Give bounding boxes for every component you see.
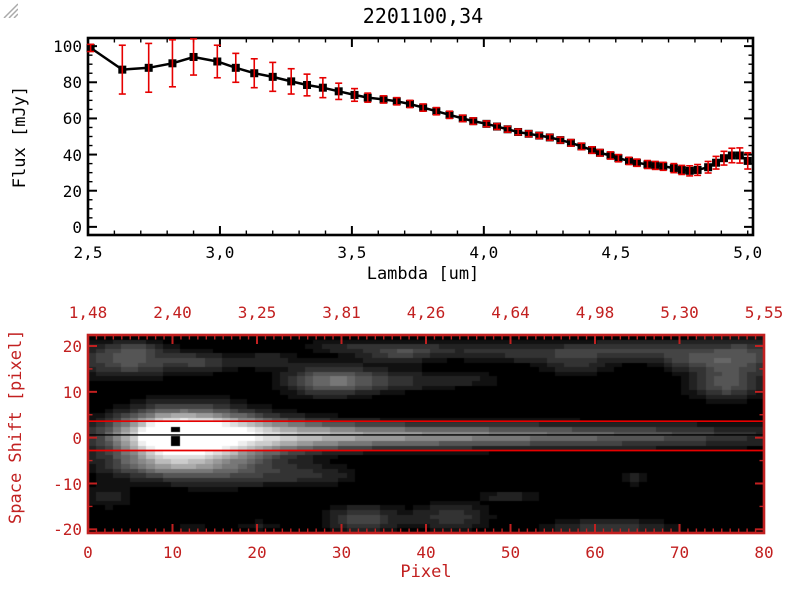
- spectral-image-canvas: [88, 335, 764, 533]
- resize-grip-icon[interactable]: [0, 0, 18, 18]
